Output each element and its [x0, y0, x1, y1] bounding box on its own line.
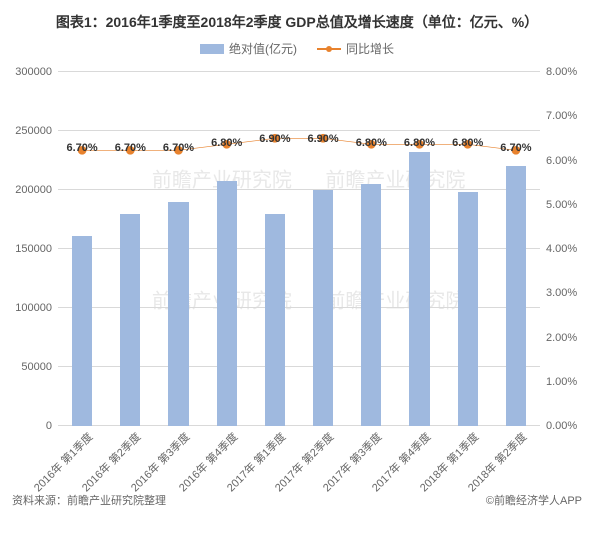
y-left-tick: 150000: [15, 243, 58, 255]
bar: [120, 214, 140, 426]
bar: [313, 190, 333, 426]
line-value-label: 6.70%: [66, 142, 97, 154]
grid-line: [58, 130, 540, 131]
footer-brand: ©前瞻经济学人APP: [486, 492, 582, 508]
line-value-label: 6.90%: [307, 133, 338, 145]
line-value-label: 6.80%: [404, 137, 435, 149]
bar: [72, 236, 92, 426]
y-right-tick: 6.00%: [540, 155, 577, 167]
footer-source: 资料来源：前瞻产业研究院整理: [12, 492, 166, 508]
y-right-tick: 2.00%: [540, 332, 577, 344]
grid-line: [58, 189, 540, 190]
legend: 绝对值(亿元) 同比增长: [0, 40, 594, 65]
legend-bar-swatch: [200, 44, 224, 54]
line-value-label: 6.80%: [452, 137, 483, 149]
legend-line-label: 同比增长: [346, 40, 394, 57]
y-left-tick: 200000: [15, 184, 58, 196]
y-left-tick: 300000: [15, 66, 58, 78]
legend-line-swatch: [317, 48, 341, 50]
line-value-label: 6.90%: [259, 133, 290, 145]
bar: [168, 202, 188, 426]
y-left-tick: 0: [46, 420, 58, 432]
y-left-tick: 250000: [15, 125, 58, 137]
line-value-label: 6.80%: [356, 137, 387, 149]
chart-container: 图表1：2016年1季度至2018年2季度 GDP总值及增长速度（单位：亿元、%…: [0, 0, 594, 518]
plot-area: 前瞻产业研究院前瞻产业研究院前瞻产业研究院前瞻产业研究院050000100000…: [58, 72, 540, 426]
y-right-tick: 5.00%: [540, 199, 577, 211]
y-right-tick: 0.00%: [540, 420, 577, 432]
bar: [409, 152, 429, 426]
line-path: [82, 138, 516, 150]
legend-bar: 绝对值(亿元): [200, 40, 297, 57]
line-value-label: 6.70%: [115, 142, 146, 154]
y-right-tick: 8.00%: [540, 66, 577, 78]
bar: [265, 214, 285, 426]
legend-line: 同比增长: [317, 40, 394, 57]
y-right-tick: 1.00%: [540, 376, 577, 388]
line-value-label: 6.80%: [211, 137, 242, 149]
y-left-tick: 50000: [21, 361, 58, 373]
grid-line: [58, 71, 540, 72]
y-right-tick: 3.00%: [540, 287, 577, 299]
bar: [361, 184, 381, 426]
bar: [458, 192, 478, 426]
chart-title: 图表1：2016年1季度至2018年2季度 GDP总值及增长速度（单位：亿元、%…: [0, 0, 594, 40]
y-right-tick: 4.00%: [540, 243, 577, 255]
y-right-tick: 7.00%: [540, 110, 577, 122]
legend-bar-label: 绝对值(亿元): [229, 40, 297, 57]
y-left-tick: 100000: [15, 302, 58, 314]
line-value-label: 6.70%: [500, 142, 531, 154]
bar: [217, 181, 237, 426]
line-value-label: 6.70%: [163, 142, 194, 154]
bar: [506, 166, 526, 426]
